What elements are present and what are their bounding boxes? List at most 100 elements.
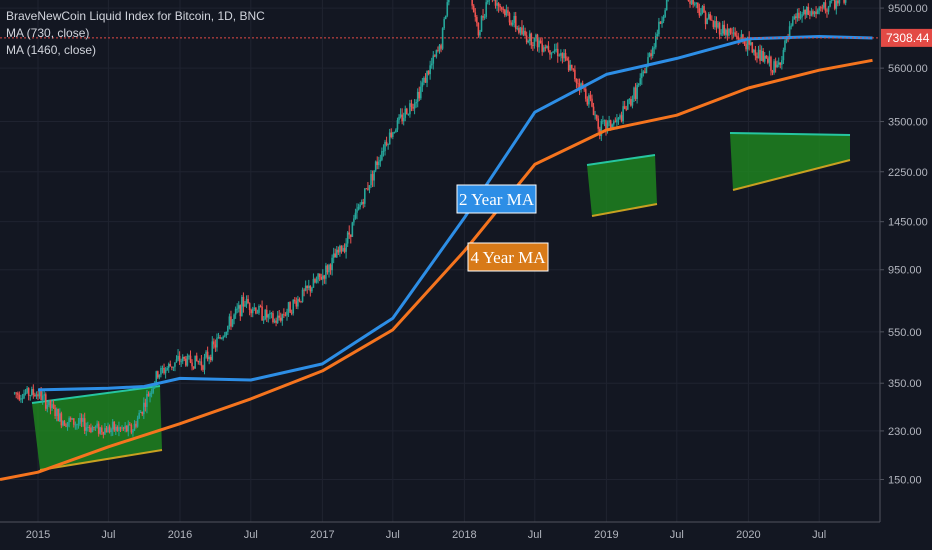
candle-body [563, 53, 565, 59]
x-tick-label: 2017 [310, 529, 334, 541]
candle-body [133, 423, 136, 431]
candle-body [234, 308, 237, 315]
candle-body [362, 202, 365, 204]
candle-body [474, 12, 477, 17]
y-tick-label: 230.00 [888, 426, 922, 438]
candle-body [363, 188, 366, 204]
candle-body [538, 40, 540, 48]
candle-body [844, 0, 847, 3]
candle-body [143, 402, 145, 415]
candle-body [90, 427, 92, 433]
candle-body [146, 393, 148, 407]
candle-body [583, 88, 586, 90]
candle-body [648, 53, 651, 58]
candle-body [321, 275, 324, 280]
accumulation-zone [587, 155, 657, 216]
candle-body [398, 116, 400, 121]
candle-body [307, 285, 310, 288]
candle-body [507, 10, 509, 14]
candle-body [161, 368, 164, 369]
candle-body [293, 299, 296, 302]
candle-body [272, 313, 274, 323]
candle-body [737, 36, 740, 40]
candle-body [354, 212, 357, 219]
candle-body [584, 89, 587, 99]
candle-body [125, 425, 128, 432]
price-candles [13, 0, 847, 439]
candle-body [248, 303, 251, 310]
candle-body [241, 296, 243, 317]
candle-body [191, 362, 193, 367]
candle-body [759, 49, 761, 61]
candle-body [127, 424, 130, 432]
candle-body [530, 33, 533, 46]
candle-body [619, 115, 621, 118]
candle-body [611, 124, 614, 129]
candle-body [819, 7, 822, 9]
candle-body [110, 429, 112, 433]
candle-body [197, 360, 200, 363]
candle-body [360, 202, 363, 205]
candle-body [318, 273, 321, 277]
candle-body [689, 1, 691, 4]
candle-body [85, 427, 88, 431]
candle-body [430, 63, 433, 66]
candle-body [754, 49, 757, 57]
candle-body [480, 15, 483, 32]
candle-body [55, 408, 58, 417]
candle-body [283, 314, 285, 316]
candle-body [748, 36, 750, 45]
x-tick-label: 2015 [26, 529, 50, 541]
candle-body [500, 7, 503, 10]
candle-body [54, 407, 56, 417]
candle-body [532, 45, 534, 47]
candle-body [189, 355, 192, 363]
candle-body [623, 106, 626, 109]
candle-body [250, 309, 252, 314]
x-tick-label: Jul [101, 529, 115, 541]
ma1460-line [0, 58, 873, 481]
candle-body [777, 62, 780, 65]
candle-body [155, 371, 158, 384]
candle-body [348, 232, 351, 235]
legend-title: BraveNewCoin Liquid Index for Bitcoin, 1… [6, 9, 265, 23]
candle-body [278, 315, 281, 318]
candle-body [592, 106, 595, 116]
candle-body [276, 315, 279, 323]
candle-body [658, 21, 660, 35]
candle-body [617, 117, 620, 120]
candle-body [829, 0, 831, 7]
candle-body [317, 273, 319, 280]
candle-body [636, 85, 638, 99]
candle-body [572, 68, 575, 70]
candle-body [29, 395, 32, 397]
candle-body [57, 408, 60, 422]
x-tick-label: Jul [812, 529, 826, 541]
ma730-line [37, 35, 873, 392]
candle-body [46, 405, 49, 409]
candle-body [379, 159, 382, 162]
candle-body [640, 73, 643, 79]
candle-body [742, 34, 744, 40]
candle-body [51, 404, 53, 409]
candle-body [441, 28, 444, 49]
candle-body [219, 337, 221, 339]
candle-body [720, 33, 722, 35]
candle-body [312, 279, 315, 288]
candle-body [810, 11, 813, 16]
candle-body [687, 0, 690, 2]
candle-body [345, 243, 347, 252]
candle-body [527, 41, 529, 43]
candle-body [262, 319, 265, 321]
candle-body [172, 366, 175, 368]
candle-body [650, 53, 652, 57]
candle-body [166, 367, 168, 370]
candle-body [700, 12, 702, 16]
candle-body [68, 418, 70, 423]
candle-body [245, 298, 248, 305]
candle-body [634, 87, 637, 99]
candle-body [717, 22, 719, 28]
candle-body [23, 393, 25, 399]
